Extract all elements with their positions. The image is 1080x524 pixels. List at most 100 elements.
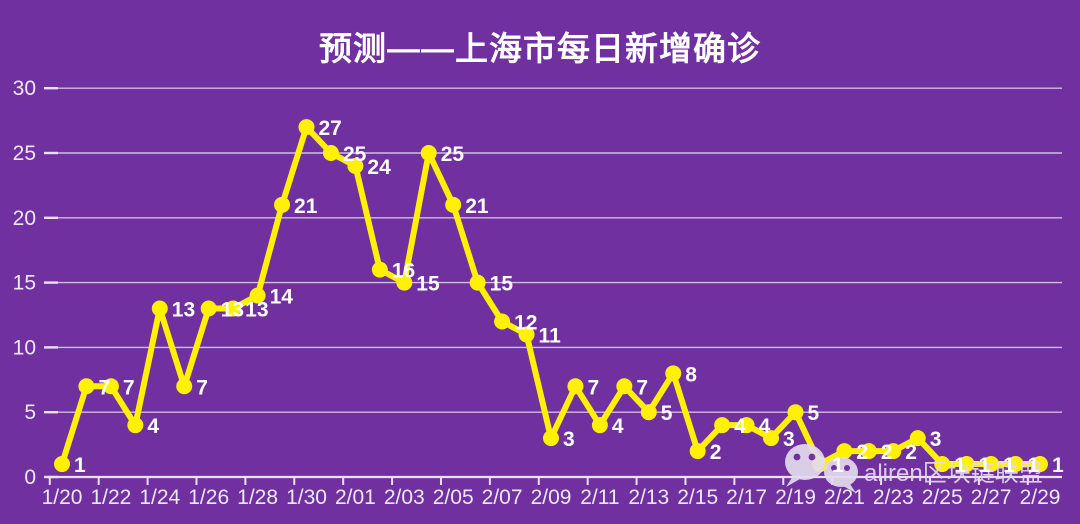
data-label: 16 [392,260,415,283]
data-label: 3 [563,428,575,451]
data-point [958,456,975,473]
data-label: 14 [270,286,294,309]
wechat-small-bubble-tail [843,484,856,493]
data-label: 1 [954,454,966,477]
x-axis-label: 2/01 [335,486,376,509]
x-axis-label: 2/27 [971,486,1012,509]
data-label: 7 [587,376,599,399]
x-axis-label: 1/20 [42,486,83,509]
y-axis-label: 20 [13,207,36,230]
data-label: 4 [759,415,771,438]
data-point [714,417,731,434]
y-axis-label: 25 [13,142,36,165]
wechat-eye [831,465,837,471]
data-label: 25 [441,143,465,166]
data-label: 27 [319,117,342,140]
y-axis-label: 0 [24,466,36,489]
data-label: 3 [783,428,795,451]
wechat-small-bubble [824,457,858,487]
data-point [274,196,291,213]
x-axis-label: 2/17 [726,486,767,509]
y-axis-label: 15 [13,272,36,295]
data-point [78,378,95,395]
data-point [591,417,608,434]
series-line [59,124,1043,468]
data-point [469,274,486,291]
data-label: 12 [514,311,537,334]
data-point [909,430,926,447]
data-label: 2 [905,441,917,464]
data-point [127,417,144,434]
data-label: 15 [416,273,440,296]
data-label: 8 [685,363,697,386]
data-label: 11 [539,324,562,347]
x-axis-label: 2/03 [384,486,425,509]
wechat-big-bubble-tail [786,476,800,487]
data-label: 7 [123,376,135,399]
data-label: 24 [367,156,391,179]
x-axis-label: 2/13 [628,486,669,509]
data-label: 15 [490,273,514,296]
data-point [738,417,755,434]
data-label: 21 [294,195,318,218]
data-point [640,404,657,421]
data-label: 2 [710,441,722,464]
x-axis-label: 2/19 [775,486,816,509]
watermark-text: aliren区块链联盟 [864,460,1043,487]
data-point [836,443,853,460]
data-point [371,261,388,278]
data-label: 2 [881,441,893,464]
data-point [102,378,119,395]
wechat-eye [844,465,850,471]
x-axis-label: 2/07 [482,486,523,509]
data-point [225,300,242,317]
data-label: 1 [979,454,991,477]
x-axis-label: 1/24 [139,486,180,509]
y-axis-label: 30 [13,77,36,100]
data-point [860,443,877,460]
wechat-eye [793,453,801,461]
data-point [567,378,584,395]
x-axis-label: 1/28 [237,486,278,509]
data-point [322,145,339,161]
x-axis-label: 2/11 [580,486,619,509]
data-label: 21 [465,195,489,218]
data-point [396,274,413,291]
wechat-big-bubble [785,444,825,480]
x-axis-label: 2/23 [873,486,914,509]
data-point [347,157,364,174]
chart-title: 预测——上海市每日新增确诊 [319,30,761,67]
data-label: 1 [832,454,844,477]
x-axis-label: 2/15 [677,486,718,509]
data-point [494,313,511,330]
data-point [616,378,633,395]
data-label: 5 [661,402,673,425]
watermark-group: aliren区块链联盟 [785,444,1043,493]
y-axis-label: 10 [13,336,36,359]
x-axis-label: 1/30 [286,486,327,509]
y-axis-label: 5 [24,401,36,424]
wechat-icon-small [824,457,858,493]
data-label: 1 [1028,454,1040,477]
wechat-eye [808,453,816,461]
data-point [763,430,780,447]
data-point [665,365,682,382]
data-label: 4 [612,415,624,438]
data-label: 4 [147,415,159,438]
data-label: 25 [343,143,367,166]
x-axis-label: 2/09 [531,486,572,509]
data-point [543,430,559,447]
data-point [54,456,70,473]
data-point [1032,456,1048,473]
data-label: 1 [1052,454,1064,477]
data-label: 7 [196,376,208,399]
data-point [298,119,315,136]
data-label: 13 [172,299,195,322]
x-axis-label: 2/05 [433,486,474,509]
x-axis-label: 1/26 [188,486,229,509]
data-label: 7 [636,376,648,399]
data-point [176,378,193,395]
data-label: 13 [221,299,244,322]
